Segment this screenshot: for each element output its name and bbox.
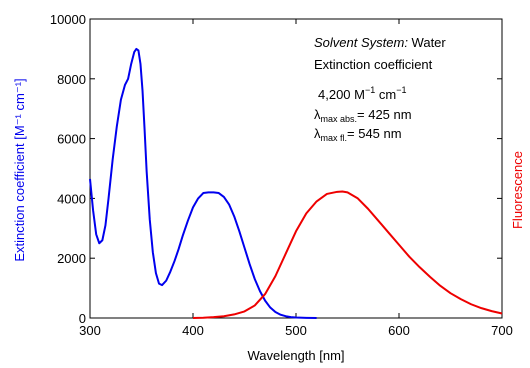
ext-unit-sup2: −1 (396, 85, 406, 95)
x-axis-title: Wavelength [nm] (247, 348, 344, 363)
y-axis-title: Extinction coefficient [M⁻¹ cm⁻¹] (12, 78, 27, 261)
solvent-label: Solvent System: (314, 35, 408, 50)
svg-text:λmax abs.= 425 nm: λmax abs.= 425 nm (314, 107, 412, 124)
x-tick-label: 300 (79, 323, 101, 338)
abs-subscript: max abs. (321, 114, 358, 124)
y-tick-label: 2000 (57, 251, 86, 266)
lambda-abs: λ (314, 107, 321, 122)
lambda-fl: λ (314, 126, 321, 141)
fl-subscript: max fl. (321, 133, 348, 143)
annotation-box: Solvent System: Water Extinction coeffic… (314, 35, 446, 143)
ext-label: Extinction coefficient (314, 57, 433, 72)
x-tick-label: 400 (182, 323, 204, 338)
y-axis-right-title: Fluorescence (510, 151, 525, 229)
svg-text:4,200 M−1 cm−1: 4,200 M−1 cm−1 (318, 85, 406, 102)
ext-unit-mid: cm (375, 87, 396, 102)
ext-value: 4,200 M (318, 87, 365, 102)
svg-text:λmax fl.= 545 nm: λmax fl.= 545 nm (314, 126, 402, 143)
y-tick-label: 4000 (57, 191, 86, 206)
fl-value: = 545 nm (347, 126, 402, 141)
ext-unit-sup1: −1 (365, 85, 375, 95)
plot-frame (89, 18, 503, 319)
x-tick-label: 700 (491, 323, 513, 338)
series-group (89, 47, 503, 319)
fluorescence-series-line (192, 190, 503, 319)
x-tick-label: 600 (388, 323, 410, 338)
absorption-series-line (89, 47, 317, 319)
y-tick-label: 10000 (50, 12, 86, 27)
abs-value: = 425 nm (357, 107, 412, 122)
x-tick-label: 500 (285, 323, 307, 338)
y-tick-label: 0 (79, 311, 86, 326)
axis-ticks: 300 400 500 600 700 0 2000 4000 6000 8000 10000 (50, 12, 513, 338)
y-tick-label: 6000 (57, 132, 86, 147)
y-tick-label: 8000 (57, 72, 86, 87)
solvent-value: Water (408, 35, 446, 50)
svg-text:Solvent System: Water: Solvent System: Water (314, 35, 446, 50)
